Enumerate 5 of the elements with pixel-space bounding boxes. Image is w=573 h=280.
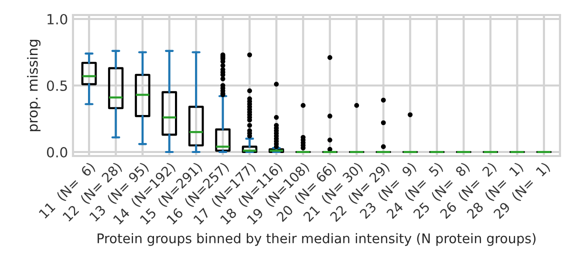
- y-tick-label: 1.0: [48, 14, 68, 24]
- y-axis-title: prop. missing: [27, 40, 40, 132]
- x-axis-title: Protein groups binned by their median intensity (N protein groups): [98, 233, 536, 246]
- y-tick-label: 0.0: [46, 146, 68, 158]
- y-tick-label: 0.5: [46, 80, 67, 91]
